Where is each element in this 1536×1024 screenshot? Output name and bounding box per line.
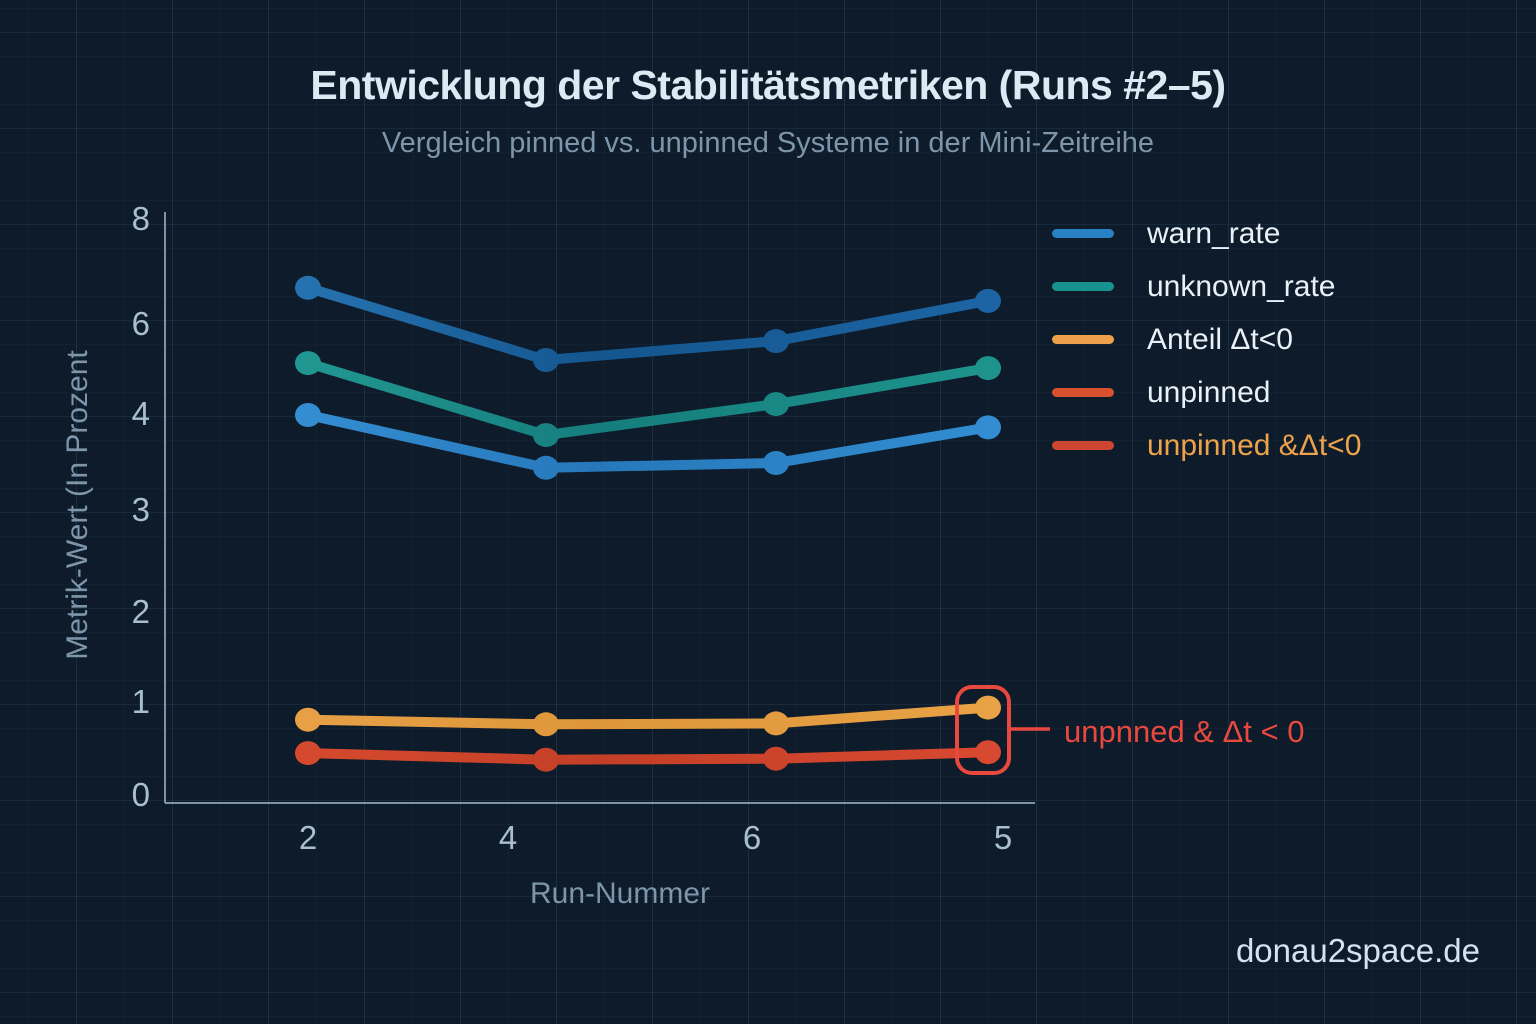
data-point-anteil-t-0	[763, 711, 789, 736]
series-line-anteil-t-0	[303, 702, 993, 730]
data-point-warn-rate	[975, 288, 1001, 313]
y-tick-label: 6	[131, 305, 150, 342]
data-point-warn-rate	[763, 329, 789, 354]
series-line-unpinned-t-0	[303, 747, 993, 765]
series-line-unknown-rate	[303, 358, 993, 441]
annotation-label: unpnned & Δt < 0	[1064, 714, 1305, 749]
y-tick-label: 0	[131, 776, 150, 813]
watermark-text: donau2space.de	[1235, 932, 1480, 969]
legend-item: unpinned &Δt<0	[1052, 419, 1361, 472]
data-point-unknown-rate	[975, 356, 1001, 381]
x-axis-label: Run-Nummer	[529, 877, 711, 910]
y-axis-label: Metrik-Wert (In Prozent	[61, 350, 94, 660]
legend-item: Anteil Δt<0	[1052, 313, 1361, 366]
y-tick-label: 2	[131, 593, 150, 630]
data-point-unknown-rate	[533, 423, 559, 448]
legend-swatch-line	[1052, 335, 1114, 344]
legend-swatch-line	[1052, 388, 1114, 397]
data-point-unpinned	[295, 403, 321, 427]
legend-label: unpinned	[1147, 375, 1271, 409]
data-point-unpinned-t-0	[295, 741, 321, 766]
legend-swatch-line	[1052, 229, 1114, 238]
y-tick-label: 1	[131, 683, 150, 720]
data-point-warn-rate	[295, 275, 321, 300]
x-tick-label: 4	[498, 819, 518, 856]
data-point-unpinned-t-0	[763, 746, 789, 771]
legend-label: Anteil Δt<0	[1147, 322, 1293, 356]
series-line-unpinned	[303, 410, 993, 473]
data-point-unpinned-t-0	[975, 740, 1001, 765]
legend-item: warn_rate	[1052, 207, 1361, 260]
x-tick-label: 6	[742, 819, 762, 856]
data-point-unpinned-t-0	[533, 747, 559, 772]
annotation-highlight-box	[955, 685, 1011, 775]
chart-title: Entwicklung der Stabilitätsmetriken (Run…	[310, 62, 1226, 108]
x-tick-label: 2	[298, 819, 318, 856]
legend-label: unpinned &Δt<0	[1147, 428, 1362, 462]
y-tick-label: 4	[131, 395, 150, 432]
y-tick-label: 3	[131, 491, 150, 528]
data-point-unpinned	[763, 451, 789, 475]
annotation-box-layer	[955, 685, 1050, 775]
legend: warn_rate unknown_rate Anteil Δt<0 unpinned…	[1052, 207, 1361, 472]
legend-label: unknown_rate	[1147, 269, 1336, 303]
data-point-unpinned	[533, 455, 559, 480]
data-point-unpinned	[975, 415, 1001, 440]
data-point-anteil-t-0	[533, 712, 559, 737]
series-line-warn-rate	[303, 282, 993, 365]
chart-subtitle: Vergleich pinned vs. unpinned Systeme in…	[381, 127, 1155, 159]
series-layer	[295, 275, 1001, 772]
y-tick-label: 8	[131, 200, 150, 237]
legend-swatch-line	[1052, 282, 1114, 291]
axis-spines	[164, 212, 1035, 804]
data-point-unknown-rate	[295, 351, 321, 376]
legend-label: warn_rate	[1147, 216, 1281, 250]
data-point-warn-rate	[533, 348, 559, 372]
data-point-anteil-t-0	[975, 695, 1001, 720]
data-point-unknown-rate	[763, 392, 789, 417]
legend-item: unpinned	[1052, 366, 1361, 419]
data-point-anteil-t-0	[295, 707, 321, 732]
x-tick-label: 5	[993, 819, 1013, 856]
legend-item: unknown_rate	[1052, 260, 1361, 313]
legend-swatch-line	[1052, 441, 1114, 450]
